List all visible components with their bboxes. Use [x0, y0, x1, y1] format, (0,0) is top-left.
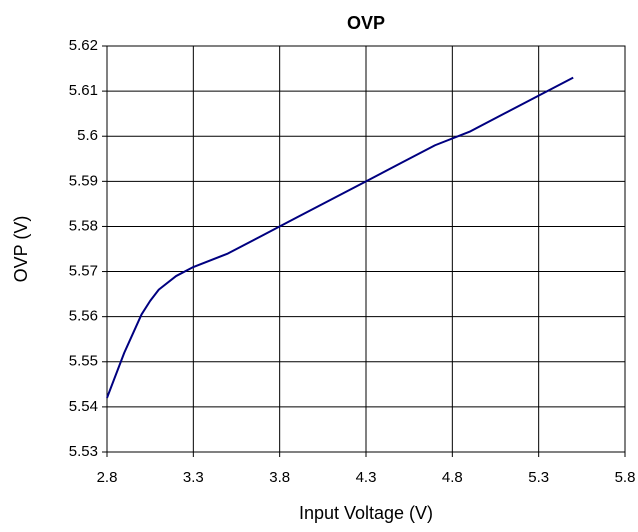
- x-axis-label: Input Voltage (V): [299, 503, 433, 523]
- x-tick-label: 5.8: [615, 469, 636, 486]
- y-tick-label: 5.59: [69, 172, 98, 189]
- y-tick-label: 5.56: [69, 308, 98, 325]
- y-tick-label: 5.53: [69, 443, 98, 460]
- x-tick-label: 2.8: [97, 469, 118, 486]
- x-tick-label: 3.8: [269, 469, 290, 486]
- y-tick-label: 5.54: [69, 398, 98, 415]
- y-tick-label: 5.58: [69, 217, 98, 234]
- y-tick-label: 5.61: [69, 82, 98, 99]
- y-tick-label: 5.6: [77, 127, 98, 144]
- y-axis-label: OVP (V): [11, 216, 31, 283]
- x-tick-label: 4.8: [442, 469, 463, 486]
- y-tick-label: 5.57: [69, 263, 98, 280]
- x-tick-label: 3.3: [183, 469, 204, 486]
- x-tick-label: 4.3: [356, 469, 377, 486]
- y-tick-label: 5.62: [69, 37, 98, 54]
- x-tick-label: 5.3: [528, 469, 549, 486]
- plot-frame: [106, 45, 626, 453]
- y-tick-label: 5.55: [69, 353, 98, 370]
- chart-title: OVP: [347, 13, 385, 33]
- line-series: [106, 76, 574, 399]
